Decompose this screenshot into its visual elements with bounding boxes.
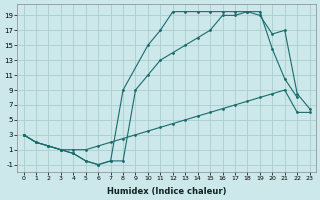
X-axis label: Humidex (Indice chaleur): Humidex (Indice chaleur) <box>107 187 226 196</box>
